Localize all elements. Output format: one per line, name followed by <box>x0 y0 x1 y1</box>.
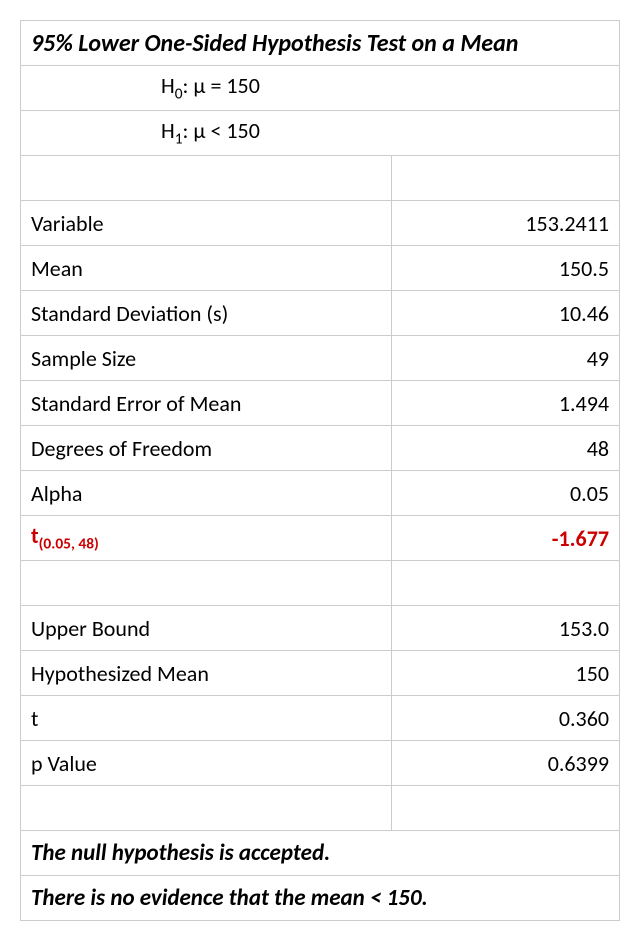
alt-hypothesis-row: H1: μ < 150 <box>21 111 620 156</box>
upper-bound-value: 153.0 <box>392 606 620 651</box>
null-hypothesis-row: H0: μ = 150 <box>21 66 620 111</box>
se-label: Standard Error of Mean <box>21 381 392 426</box>
p-value-value: 0.6399 <box>392 741 620 786</box>
df-row: Degrees of Freedom 48 <box>21 426 620 471</box>
critical-t-row: t(0.05, 48) -1.677 <box>21 516 620 561</box>
df-label: Degrees of Freedom <box>21 426 392 471</box>
sample-size-label: Sample Size <box>21 336 392 381</box>
spacer-row <box>21 156 620 201</box>
p-value-label: p Value <box>21 741 392 786</box>
critical-t-symbol: t <box>31 522 39 549</box>
h1-symbol: H <box>161 117 175 144</box>
mean-row: Mean 150.5 <box>21 246 620 291</box>
h1-statement: : μ < 150 <box>183 117 260 144</box>
critical-t-subscript: (0.05, 48) <box>39 535 99 554</box>
p-value-row: p Value 0.6399 <box>21 741 620 786</box>
critical-t-value: -1.677 <box>392 516 620 561</box>
sample-size-value: 49 <box>392 336 620 381</box>
mean-label: Mean <box>21 246 392 291</box>
alpha-value: 0.05 <box>392 471 620 516</box>
t-stat-label: t <box>21 696 392 741</box>
spacer-row <box>21 786 620 831</box>
upper-bound-label: Upper Bound <box>21 606 392 651</box>
h0-subscript: 0 <box>175 85 183 104</box>
t-stat-value: 0.360 <box>392 696 620 741</box>
title-row: 95% Lower One-Sided Hypothesis Test on a… <box>21 21 620 66</box>
mean-value: 150.5 <box>392 246 620 291</box>
critical-t-label: t(0.05, 48) <box>21 516 392 561</box>
hypothesis-test-table: 95% Lower One-Sided Hypothesis Test on a… <box>20 20 620 921</box>
upper-bound-row: Upper Bound 153.0 <box>21 606 620 651</box>
t-stat-row: t 0.360 <box>21 696 620 741</box>
sd-label: Standard Deviation (s) <box>21 291 392 336</box>
df-value: 48 <box>392 426 620 471</box>
spacer-row <box>21 561 620 606</box>
variable-value: 153.2411 <box>392 201 620 246</box>
hypothesized-mean-label: Hypothesized Mean <box>21 651 392 696</box>
alpha-label: Alpha <box>21 471 392 516</box>
se-row: Standard Error of Mean 1.494 <box>21 381 620 426</box>
alpha-row: Alpha 0.05 <box>21 471 620 516</box>
null-hypothesis: H0: μ = 150 <box>21 66 620 111</box>
conclusion-line-2: There is no evidence that the mean < 150… <box>21 876 620 921</box>
sample-size-row: Sample Size 49 <box>21 336 620 381</box>
variable-label: Variable <box>21 201 392 246</box>
hypothesized-mean-value: 150 <box>392 651 620 696</box>
conclusion-row-1: The null hypothesis is accepted. <box>21 831 620 876</box>
h0-symbol: H <box>161 72 175 99</box>
h1-subscript: 1 <box>175 130 183 149</box>
se-value: 1.494 <box>392 381 620 426</box>
alt-hypothesis: H1: μ < 150 <box>21 111 620 156</box>
hypothesized-mean-row: Hypothesized Mean 150 <box>21 651 620 696</box>
table-title: 95% Lower One-Sided Hypothesis Test on a… <box>21 21 620 66</box>
sd-row: Standard Deviation (s) 10.46 <box>21 291 620 336</box>
conclusion-line-1: The null hypothesis is accepted. <box>21 831 620 876</box>
h0-statement: : μ = 150 <box>183 72 260 99</box>
sd-value: 10.46 <box>392 291 620 336</box>
variable-row: Variable 153.2411 <box>21 201 620 246</box>
conclusion-row-2: There is no evidence that the mean < 150… <box>21 876 620 921</box>
